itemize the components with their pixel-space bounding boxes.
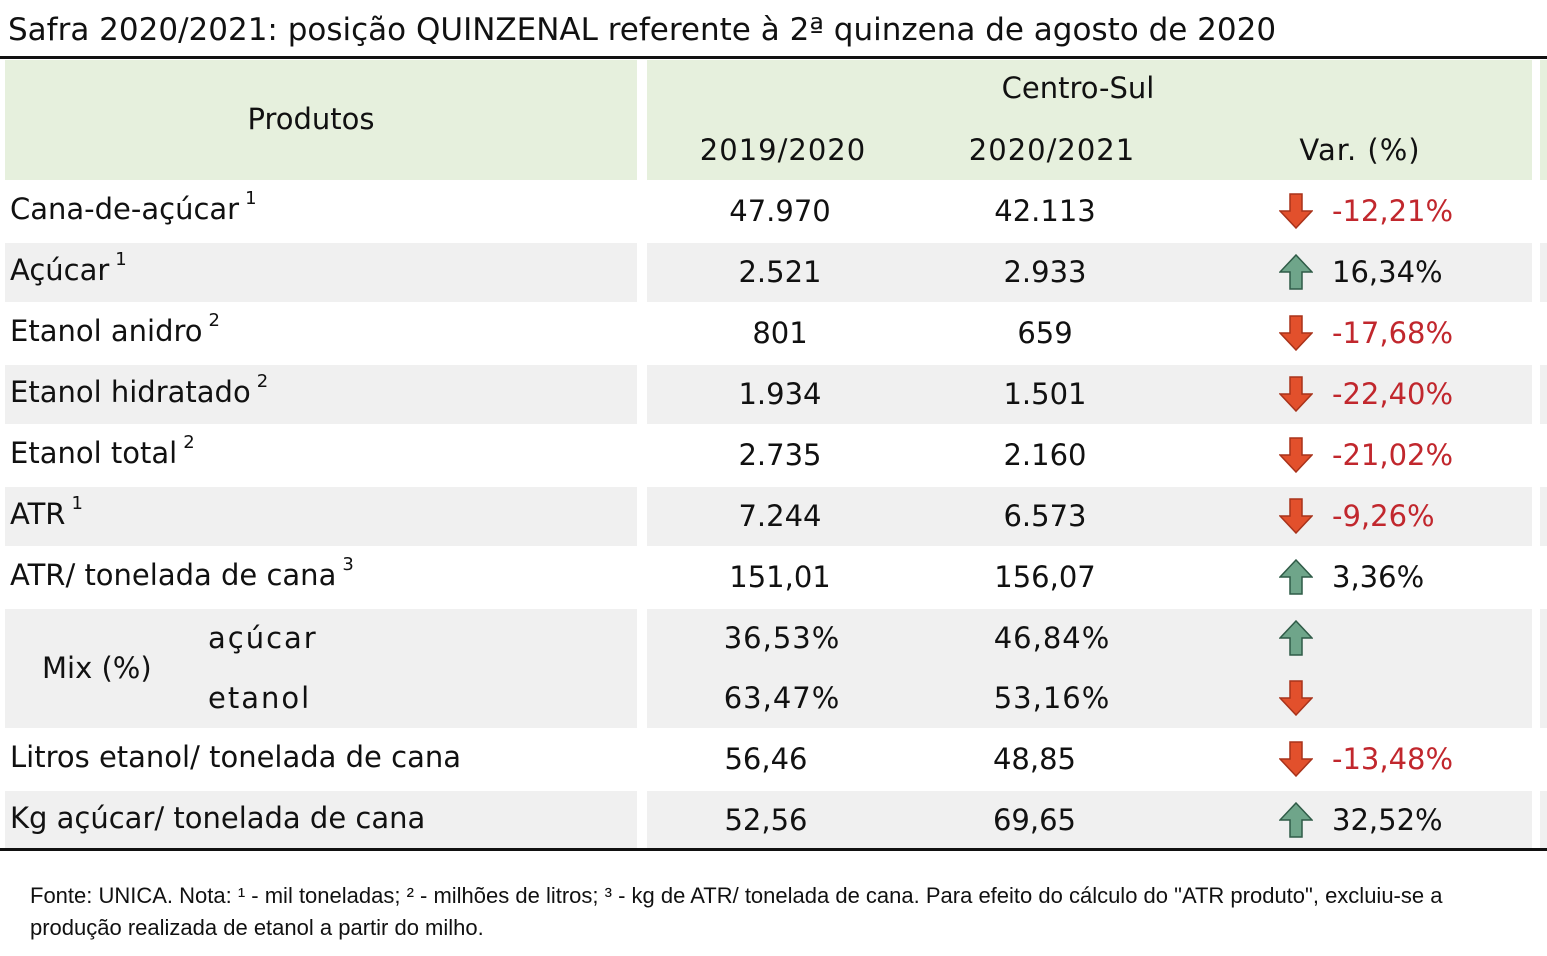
- cell-bg: [647, 609, 1532, 728]
- value: 36,53%: [723, 621, 841, 655]
- footnote: Fonte: UNICA. Nota: ¹ - mil toneladas; ²…: [30, 883, 1443, 940]
- value: 63,47%: [723, 681, 841, 715]
- value: 52,56: [724, 803, 808, 837]
- arrow-down: [1279, 680, 1313, 716]
- label: Cana-de-açúcar: [10, 192, 240, 226]
- variation: 32,52%: [1332, 803, 1443, 837]
- label: Etanol total: [10, 436, 178, 470]
- value: 48,85: [992, 742, 1077, 776]
- row-label: Kg açúcar/ tonelada de cana: [10, 801, 425, 835]
- top-rule: [0, 56, 1547, 59]
- value: 2.933: [1003, 255, 1087, 289]
- cell-bg: [647, 791, 1532, 848]
- arrow-down: [1279, 376, 1313, 412]
- row-label: Açúcar 1: [10, 249, 127, 287]
- label: Etanol anidro: [10, 314, 203, 348]
- cell-bg: [5, 243, 637, 302]
- value: 69,65: [992, 803, 1077, 837]
- arrow-down: [1279, 741, 1313, 777]
- variation: 3,36%: [1332, 560, 1425, 594]
- arrow-down: [1279, 193, 1313, 229]
- label: ATR: [10, 497, 66, 531]
- arrow-down: [1279, 437, 1313, 473]
- arrow-up: [1279, 254, 1313, 290]
- bottom-rule: [0, 848, 1547, 851]
- note: 1: [245, 188, 257, 210]
- value: 42.113: [994, 194, 1096, 228]
- value: 156,07: [994, 560, 1096, 594]
- row-label: Etanol total 2: [10, 432, 195, 470]
- header-region: Centro-Sul: [1001, 71, 1155, 105]
- mix-sub-label: etanol: [208, 681, 312, 715]
- cell-bg: [5, 609, 637, 728]
- mix-sub-label: açúcar: [208, 621, 318, 655]
- row-label: ATR 1: [10, 493, 83, 531]
- value: 46,84%: [993, 621, 1111, 655]
- label: Açúcar: [10, 253, 110, 287]
- variation: -17,68%: [1332, 316, 1454, 350]
- value: 1.501: [1003, 377, 1087, 411]
- note: 2: [256, 371, 269, 393]
- value: 801: [752, 316, 808, 350]
- value: 151,01: [729, 560, 831, 594]
- row-label: Etanol anidro 2: [10, 310, 220, 348]
- arrow-down: [1279, 315, 1313, 351]
- header-column: Var. (%): [1299, 133, 1421, 167]
- header-column: 2019/2020: [699, 133, 867, 167]
- label: Kg açúcar/ tonelada de cana: [10, 801, 426, 835]
- arrow-down: [1279, 498, 1313, 534]
- cell-bg: [647, 365, 1532, 424]
- note: 1: [115, 249, 127, 271]
- cell-bg: [1540, 487, 1547, 546]
- cell-bg: [5, 791, 637, 848]
- arrow-up: [1279, 559, 1313, 595]
- mix-label: Mix (%): [42, 651, 152, 685]
- row-label: Litros etanol/ tonelada de cana: [10, 740, 461, 774]
- note: 2: [208, 310, 220, 332]
- note: 1: [71, 493, 83, 515]
- value: 56,46: [724, 742, 808, 776]
- row-label: Etanol hidratado 2: [10, 371, 268, 409]
- note: 3: [342, 554, 354, 576]
- value: 47.970: [729, 194, 831, 228]
- variation: -13,48%: [1332, 742, 1454, 776]
- variation: 16,34%: [1332, 255, 1443, 289]
- value: 2.521: [738, 255, 822, 289]
- cell-bg: [5, 365, 637, 424]
- header-products: Produtos: [247, 102, 375, 136]
- value: 1.934: [738, 377, 822, 411]
- label: Etanol hidratado: [10, 375, 251, 409]
- variation: -22,40%: [1332, 377, 1454, 411]
- label: Litros etanol/ tonelada de cana: [10, 740, 461, 774]
- cell-bg: [647, 243, 1532, 302]
- note: 2: [183, 432, 195, 454]
- cell-bg: [647, 487, 1532, 546]
- variation: -12,21%: [1332, 194, 1454, 228]
- header-column: 2020/2021: [968, 133, 1136, 167]
- value: 7.244: [738, 499, 822, 533]
- header-bg: [5, 60, 637, 180]
- value: 2.160: [1003, 438, 1087, 472]
- value: 53,16%: [993, 681, 1111, 715]
- variation: -21,02%: [1332, 438, 1454, 472]
- header-bg: [647, 60, 1532, 180]
- title: Safra 2020/2021: posição QUINZENAL refer…: [8, 12, 1277, 48]
- label: ATR/ tonelada de cana: [10, 558, 337, 592]
- arrow-up: [1279, 802, 1313, 838]
- row-label: ATR/ tonelada de cana 3: [10, 554, 354, 592]
- cell-bg: [1540, 365, 1547, 424]
- variation: -9,26%: [1332, 499, 1435, 533]
- cell-bg: [1540, 791, 1547, 848]
- cell-bg: [5, 487, 637, 546]
- value: 6.573: [1003, 499, 1087, 533]
- value: 2.735: [738, 438, 822, 472]
- value: 659: [1017, 316, 1073, 350]
- cell-bg: [1540, 609, 1547, 728]
- arrow-up: [1279, 620, 1313, 656]
- header-bg: [1540, 60, 1547, 180]
- row-label: Cana-de-açúcar 1: [10, 188, 257, 226]
- cell-bg: [1540, 243, 1547, 302]
